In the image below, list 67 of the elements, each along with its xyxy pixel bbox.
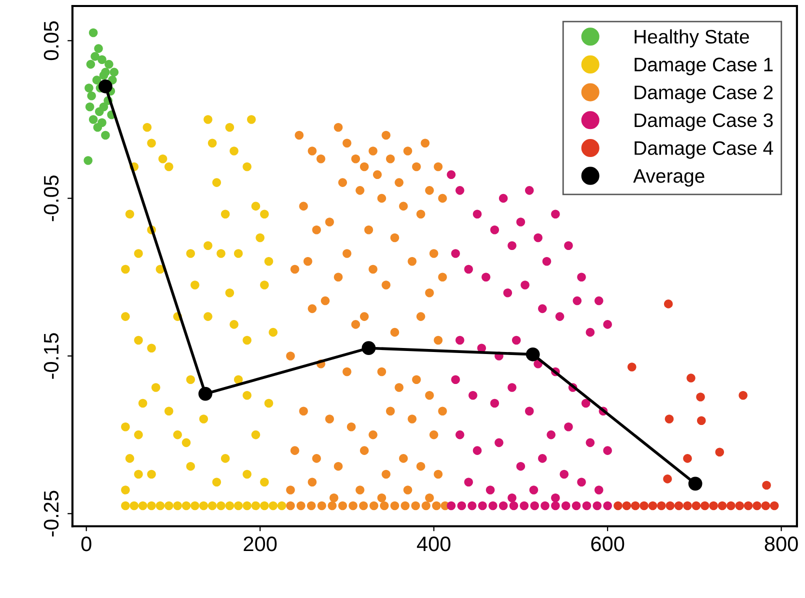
point <box>90 52 100 61</box>
point <box>98 55 106 64</box>
point <box>362 341 376 356</box>
point <box>99 102 108 112</box>
x-tick-label: 600 <box>591 536 624 552</box>
point <box>104 60 114 69</box>
point <box>686 374 696 382</box>
point <box>770 501 779 510</box>
point <box>640 501 648 510</box>
point <box>715 448 724 457</box>
legend-label: Damage Case 2 <box>634 86 773 104</box>
legend-label: Healthy State <box>634 29 749 48</box>
point <box>101 130 110 140</box>
point <box>622 501 632 510</box>
point <box>628 362 636 372</box>
legend-label: Damage Case 3 <box>634 113 773 131</box>
legend-label: Damage Case 4 <box>634 141 774 159</box>
point <box>761 501 770 510</box>
point <box>526 347 540 362</box>
point <box>692 501 701 510</box>
legend-label: Average <box>633 169 704 187</box>
y-tick-label: -0.05 <box>44 175 59 222</box>
point <box>648 501 658 510</box>
point <box>87 91 96 100</box>
point <box>198 386 212 401</box>
point <box>688 476 702 491</box>
point <box>84 84 94 92</box>
y-tick-label: 0.05 <box>44 21 59 60</box>
y-tick-label: -0.25 <box>44 490 59 536</box>
point <box>696 392 705 402</box>
point <box>98 118 106 128</box>
point <box>683 454 692 463</box>
x-tick-label: 400 <box>416 536 450 552</box>
point <box>88 115 98 124</box>
point <box>709 501 718 510</box>
x-tick-label: 800 <box>764 536 798 552</box>
point <box>664 300 673 308</box>
point <box>614 501 622 510</box>
point <box>98 79 112 94</box>
x-tick-label: 0 <box>81 536 92 552</box>
point <box>762 480 771 490</box>
point <box>752 501 762 510</box>
point <box>94 44 103 53</box>
point <box>744 501 753 510</box>
point <box>85 102 94 112</box>
point <box>664 414 674 424</box>
point <box>110 68 119 77</box>
x-tick-label: 200 <box>244 536 277 552</box>
point <box>738 390 748 400</box>
point <box>88 28 98 38</box>
point <box>92 76 102 84</box>
point <box>663 474 672 484</box>
point <box>630 501 640 510</box>
point <box>99 70 108 80</box>
y-tick-label: -0.15 <box>44 333 59 379</box>
point <box>674 501 684 510</box>
legend-label: Damage Case 1 <box>634 58 773 76</box>
point <box>700 501 710 510</box>
point <box>726 501 736 510</box>
point <box>84 156 92 165</box>
point <box>697 416 706 426</box>
point <box>666 501 675 510</box>
point <box>735 501 744 510</box>
point <box>657 501 666 510</box>
point <box>86 60 96 69</box>
point <box>718 501 727 510</box>
point <box>683 501 692 510</box>
